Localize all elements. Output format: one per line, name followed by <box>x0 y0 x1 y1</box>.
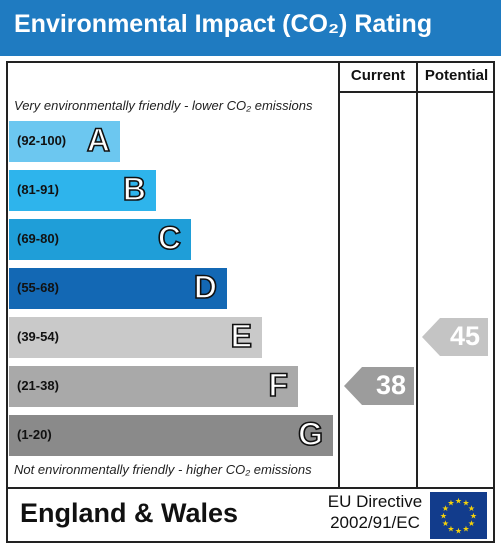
band-letter: B <box>122 170 147 208</box>
eu-star-icon: ★ <box>462 499 469 508</box>
directive-line2: 2002/91/EC <box>330 513 420 532</box>
eu-stars-icon: ★ ★★★★★★★★★★★ <box>440 497 477 536</box>
potential-rating-arrow: 45 <box>422 318 488 356</box>
band-e: (39-54) E <box>9 317 262 358</box>
band-range: (92-100) <box>17 133 67 148</box>
column-header-divider <box>338 91 495 93</box>
eu-star-icon: ★ <box>447 499 454 508</box>
band-range: (1-20) <box>17 427 52 442</box>
band-g: (1-20) G <box>9 415 333 456</box>
band-c: (69-80) C <box>9 219 191 260</box>
band-letter: A <box>86 121 111 159</box>
eu-star-icon: ★ <box>440 512 447 521</box>
eu-flag-icon: ★ ★ ★ ★ ★ ★ ★ ★ ★ ★ ★ ★ <box>430 492 487 539</box>
potential-arrow-shape <box>422 318 488 356</box>
band-d: (55-68) D <box>9 268 227 309</box>
band-range: (81-91) <box>17 182 59 197</box>
band-range: (39-54) <box>17 329 59 344</box>
column-header-current: Current <box>350 67 406 84</box>
eu-directive: EU Directive 2002/91/EC <box>325 491 425 533</box>
band-f: (21-38) F <box>9 366 298 407</box>
band-b: (81-91) B <box>9 170 156 211</box>
column-header-potential: Potential <box>424 67 489 84</box>
band-letter: E <box>230 317 253 355</box>
band-letter: F <box>268 366 289 404</box>
header-bar: Environmental Impact (CO₂) Rating <box>0 0 501 56</box>
eu-star-icon: ★ <box>455 527 462 536</box>
eu-star-icon: ★ <box>468 504 475 513</box>
band-letter: G <box>297 415 323 453</box>
eu-star-icon: ★ <box>447 525 454 534</box>
column-divider-current <box>338 61 340 489</box>
current-rating-value: 38 <box>375 370 406 400</box>
band-range: (69-80) <box>17 231 59 246</box>
column-divider-potential <box>416 61 418 489</box>
current-rating-arrow: 38 <box>344 367 414 405</box>
top-note: Very environmentally friendly - lower CO… <box>14 98 313 113</box>
band-range: (55-68) <box>17 280 59 295</box>
eu-star-icon: ★ <box>442 519 449 528</box>
band-letter: D <box>193 268 218 306</box>
band-a: (92-100) A <box>9 121 120 162</box>
region-label: England & Wales <box>20 498 239 528</box>
current-arrow-shape <box>344 367 414 405</box>
bottom-note: Not environmentally friendly - higher CO… <box>14 462 312 477</box>
eu-star-icon: ★ <box>468 519 475 528</box>
eu-star-icon: ★ <box>462 525 469 534</box>
eu-star-icon: ★ <box>470 512 477 521</box>
eu-star-icon: ★ <box>455 497 462 506</box>
rating-frame <box>6 61 495 543</box>
footer-divider <box>6 487 495 489</box>
directive-line1: EU Directive <box>327 492 423 511</box>
band-letter: C <box>157 219 182 257</box>
band-range: (21-38) <box>17 378 59 393</box>
page-title: Environmental Impact (CO₂) Rating <box>14 10 433 38</box>
eu-star-icon: ★ <box>442 504 449 513</box>
potential-rating-value: 45 <box>449 321 480 351</box>
